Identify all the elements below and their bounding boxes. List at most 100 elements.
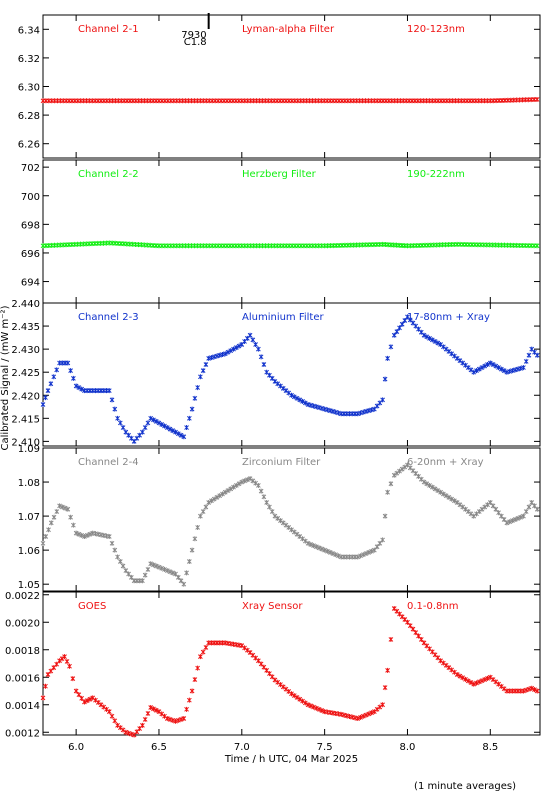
data-point [59,656,65,662]
data-point [214,494,220,500]
data-point [115,722,120,728]
data-point [198,374,203,380]
y-tick-label: 700 [21,192,40,203]
data-point [256,346,261,352]
data-point [322,547,327,553]
data-point [319,707,325,713]
data-point [457,673,463,679]
data-point [54,509,60,515]
data-point [490,362,496,368]
data-point [109,713,115,719]
data-point [250,478,256,484]
data-point [283,388,289,394]
data-point [115,554,120,560]
data-point [222,351,228,357]
data-point [521,513,526,519]
data-point [142,425,148,431]
data-point [283,686,289,692]
data-point [385,355,390,361]
data-point [521,365,526,371]
data-point [526,352,532,358]
data-point [333,552,339,558]
data-point [148,415,154,421]
data-point [79,532,85,538]
data-point [474,368,479,374]
data-point [62,654,67,660]
data-point [297,696,303,702]
data-point [70,676,76,682]
data-point [482,504,488,510]
data-point [289,392,294,398]
data-point [515,515,521,521]
data-point [305,540,311,546]
data-point [253,480,258,486]
data-point [178,432,184,438]
data-point [253,342,258,348]
data-point [496,365,501,371]
data-point [302,400,308,406]
data-point [181,716,187,721]
data-point [479,678,485,684]
data-point [523,509,529,515]
panel-label: Xray Sensor [242,601,303,612]
data-point [57,503,62,509]
panel-label: Channel 2-1 [78,24,139,35]
data-point [95,699,101,705]
data-point [377,704,383,710]
data-point [438,489,443,495]
data-point [109,540,115,546]
data-point [380,537,385,543]
panel-label: 120-123nm [407,24,465,35]
data-point [162,566,167,572]
data-point [68,514,73,520]
data-point [79,695,85,701]
data-point [512,517,518,522]
data-point [200,368,206,374]
data-point [319,546,325,552]
data-point [68,368,73,374]
data-point [504,520,510,526]
data-point [175,431,181,437]
data-point [358,553,363,559]
data-point [209,498,214,504]
data-point [148,561,154,567]
data-point [211,496,217,502]
panel-label: GOES [78,601,106,612]
y-tick-label: 0.0014 [5,701,40,712]
data-point [153,707,159,713]
data-point [106,388,112,394]
data-point [181,581,187,587]
data-point [76,385,82,391]
y-tick-label: 1.09 [18,444,40,455]
data-point [534,506,540,512]
data-point [402,318,408,324]
data-point [441,491,446,497]
data-point [195,524,200,530]
data-point [140,578,145,584]
data-point [291,394,297,400]
data-point [397,325,402,331]
data-point [449,667,454,673]
data-point [167,426,173,432]
data-point [129,731,134,737]
data-point [43,395,48,401]
flare-class: C1.8 [184,37,207,48]
data-point [51,514,57,520]
data-point [526,686,532,692]
data-point [474,680,479,686]
y-tick-label: 0.0016 [5,673,40,684]
data-point [482,363,488,369]
data-point [151,417,156,423]
data-point [65,506,71,512]
data-point [360,552,366,558]
panel-label: Channel 2-4 [78,457,139,468]
y-tick-label: 6.34 [18,25,40,36]
data-point [311,543,316,549]
data-point [79,386,85,392]
data-point [468,511,474,517]
data-point [435,340,441,346]
data-point [366,549,372,555]
data-point [98,702,104,708]
data-point [465,678,471,684]
data-point [382,376,388,382]
